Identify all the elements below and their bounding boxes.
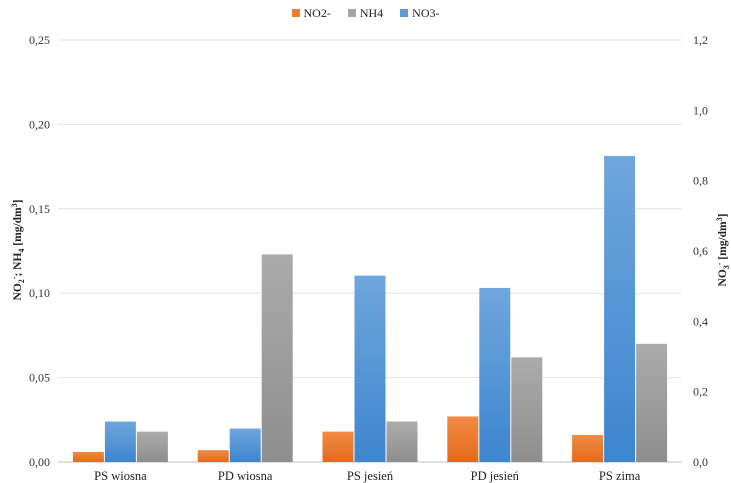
right-tick-label: 0,4 [693, 314, 708, 328]
category-label: PD wiosna [218, 469, 273, 483]
legend-swatch-nh4 [347, 9, 356, 17]
left-tick-label: 0,15 [29, 202, 50, 216]
y-axis-left-title: NO2-; NH4 [mg/dm3] [10, 200, 26, 301]
left-tick-label: 0,20 [29, 117, 50, 131]
legend: NO2- NH4 NO3- [0, 6, 731, 21]
legend-item-no2: NO2- [291, 6, 331, 21]
y-axis-right-title: NO3- [mg/dm3] [715, 214, 731, 287]
right-tick-label: 0,8 [693, 174, 708, 188]
legend-label-nh4: NH4 [359, 6, 384, 20]
bar-nh4 [261, 254, 293, 462]
bar-nh4 [636, 343, 668, 462]
left-tick-label: 0,05 [29, 371, 50, 385]
bar-no3 [104, 421, 136, 462]
left-axis-ticks: 0,00 0,05 0,10 0,15 0,20 0,25 [29, 33, 50, 469]
bar-no3 [479, 287, 511, 462]
left-tick-label: 0,00 [29, 455, 50, 469]
legend-swatch-no3 [400, 9, 409, 17]
bar-no2 [197, 450, 229, 462]
bar-no3 [354, 275, 386, 462]
legend-swatch-no2 [291, 9, 300, 17]
bar-nh4 [511, 357, 543, 462]
left-tick-label: 0,10 [29, 286, 50, 300]
bar-nh4 [136, 431, 168, 462]
left-tick-label: 0,25 [29, 33, 50, 47]
category-label: PD jesień [471, 469, 520, 483]
bar-no3 [229, 428, 261, 462]
category-label: PS zima [599, 469, 641, 483]
legend-item-nh4: NH4 [347, 6, 384, 21]
right-tick-label: 0,6 [693, 244, 708, 258]
legend-label-no2: NO2- [303, 6, 331, 20]
bar-no3 [604, 156, 636, 463]
bar-nh4 [386, 421, 418, 462]
right-tick-label: 0,0 [693, 455, 708, 469]
bar-no2 [447, 416, 479, 462]
right-axis-ticks: 0,0 0,2 0,4 0,6 0,8 1,0 1,2 [693, 33, 708, 469]
bar-no2 [322, 431, 354, 462]
category-labels: PS wiosna PD wiosna PS jesień PD jesień PS z… [94, 469, 641, 483]
bar-no2 [572, 434, 604, 462]
bar-no2 [72, 451, 104, 462]
right-tick-label: 1,2 [693, 33, 708, 47]
category-label: PS jesień [347, 469, 394, 483]
right-tick-label: 1,0 [693, 103, 708, 117]
category-label: PS wiosna [94, 469, 147, 483]
bars [72, 156, 668, 463]
right-tick-label: 0,2 [693, 385, 708, 399]
legend-item-no3: NO3- [400, 6, 440, 21]
legend-label-no3: NO3- [412, 6, 440, 20]
